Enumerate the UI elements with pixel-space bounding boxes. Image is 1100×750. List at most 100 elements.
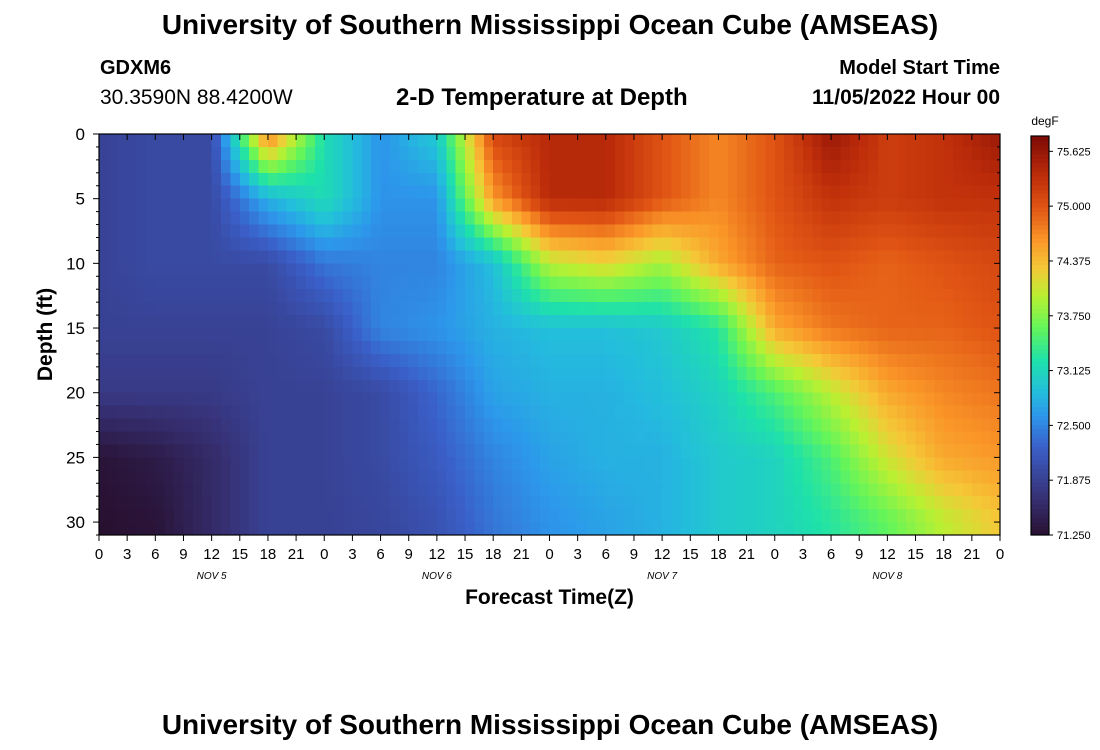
heatmap-cell — [202, 250, 213, 264]
heatmap-cell — [408, 302, 419, 316]
heatmap-cell — [136, 353, 147, 368]
heatmap-cell — [831, 431, 842, 446]
heatmap-cell — [530, 263, 541, 277]
heatmap-cell — [652, 496, 663, 510]
heatmap-cell — [108, 483, 119, 497]
heatmap-cell — [971, 198, 982, 213]
heatmap-cell — [887, 522, 898, 536]
heatmap-cell — [643, 366, 654, 381]
heatmap-cell — [643, 379, 654, 394]
heatmap-cell — [502, 185, 513, 200]
heatmap-cell — [192, 366, 203, 381]
heatmap-cell — [183, 470, 194, 484]
heatmap-cell — [746, 134, 757, 148]
heatmap-cell — [286, 224, 297, 239]
heatmap-cell — [577, 315, 588, 329]
heatmap-cell — [314, 237, 325, 252]
heatmap-cell — [615, 146, 626, 161]
heatmap-cell — [953, 315, 964, 329]
heatmap-cell — [465, 237, 476, 252]
heatmap-cell — [99, 172, 109, 187]
heatmap-cell — [755, 366, 766, 381]
heatmap-cell — [164, 522, 175, 536]
heatmap-cell — [718, 328, 729, 342]
heatmap-cell — [371, 405, 382, 420]
heatmap-cell — [821, 405, 832, 420]
heatmap-cell — [267, 289, 278, 303]
heatmap-cell — [324, 224, 335, 239]
heatmap-cell — [183, 237, 194, 252]
heatmap-cell — [511, 289, 522, 303]
chart-subtitle: 2-D Temperature at Depth — [396, 84, 688, 111]
heatmap-cell — [558, 315, 569, 329]
heatmap-cell — [981, 315, 992, 329]
heatmap-cell — [971, 496, 982, 510]
heatmap-cell — [971, 522, 982, 536]
heatmap-cell — [117, 263, 128, 277]
heatmap-cell — [145, 379, 156, 394]
heatmap-cell — [971, 509, 982, 523]
heatmap-cell — [981, 328, 992, 342]
heatmap-cell — [211, 263, 222, 277]
heatmap-cell — [671, 289, 682, 303]
heatmap-cell — [577, 263, 588, 277]
heatmap-cell — [427, 224, 438, 239]
heatmap-cell — [887, 250, 898, 264]
heatmap-cell — [230, 211, 241, 226]
heatmap-cell — [906, 444, 917, 458]
heatmap-cell — [174, 483, 185, 497]
heatmap-cell — [605, 198, 616, 213]
heatmap-cell — [117, 392, 128, 407]
heatmap-cell — [155, 276, 166, 290]
heatmap-cell — [831, 328, 842, 342]
heatmap-cell — [465, 379, 476, 394]
heatmap-cell — [418, 237, 429, 252]
heatmap-cell — [155, 302, 166, 316]
heatmap-cell — [352, 405, 363, 420]
heatmap-cell — [877, 289, 888, 303]
heatmap-cell — [690, 328, 701, 342]
heatmap-cell — [239, 366, 250, 381]
heatmap-cell — [924, 444, 935, 458]
heatmap-cell — [699, 159, 710, 174]
heatmap-cell — [896, 457, 907, 471]
heatmap-cell — [521, 224, 532, 239]
heatmap-cell — [174, 457, 185, 471]
day-label: NOV 6 — [422, 571, 452, 582]
heatmap-cell — [446, 146, 457, 161]
heatmap-cell — [239, 431, 250, 446]
heatmap-cell — [183, 509, 194, 523]
colorbar — [1031, 136, 1049, 536]
heatmap-cell — [680, 340, 691, 355]
heatmap-cell — [765, 431, 776, 446]
heatmap-cell — [211, 470, 222, 484]
heatmap-cell — [587, 340, 598, 355]
heatmap-cell — [680, 457, 691, 471]
heatmap-cell — [418, 159, 429, 174]
heatmap-cell — [483, 250, 494, 264]
heatmap-cell — [530, 392, 541, 407]
heatmap-cell — [709, 302, 720, 316]
heatmap-cell — [962, 483, 973, 497]
heatmap-cell — [333, 353, 344, 368]
heatmap-cell — [737, 431, 748, 446]
heatmap-cell — [521, 302, 532, 316]
heatmap-cell — [202, 289, 213, 303]
heatmap-cell — [249, 457, 260, 471]
heatmap-cell — [727, 353, 738, 368]
heatmap-cell — [943, 379, 954, 394]
heatmap-cell — [680, 522, 691, 536]
heatmap-cell — [145, 470, 156, 484]
heatmap-cell — [812, 276, 823, 290]
heatmap-cell — [145, 509, 156, 523]
heatmap-cell — [727, 379, 738, 394]
heatmap-cell — [624, 457, 635, 471]
heatmap-cell — [793, 418, 804, 433]
heatmap-cell — [877, 134, 888, 148]
heatmap-cell — [924, 470, 935, 484]
heatmap-cell — [877, 405, 888, 420]
heatmap-cell — [221, 457, 231, 471]
heatmap-cell — [314, 159, 325, 174]
heatmap-cell — [502, 496, 513, 510]
heatmap-cell — [221, 509, 231, 523]
